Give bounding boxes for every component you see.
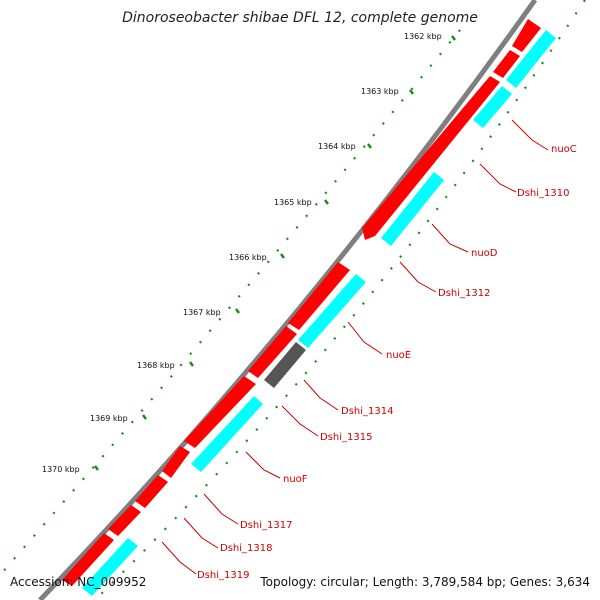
major-tick bbox=[235, 308, 240, 314]
cds-Dshi_1310 bbox=[473, 86, 512, 128]
gene-label: Dshi_1317 bbox=[240, 520, 292, 531]
major-tick bbox=[94, 465, 99, 471]
gene-label: nuoF bbox=[283, 474, 308, 485]
major-tick bbox=[367, 143, 372, 149]
gene-nuoE-forward bbox=[248, 326, 297, 378]
gene-label: Dshi_1314 bbox=[341, 406, 393, 417]
scale-label: 1363 kbp bbox=[361, 87, 399, 96]
cds-nuoD bbox=[381, 172, 444, 246]
gene-nuoD-forward bbox=[362, 76, 500, 240]
major-tick bbox=[451, 35, 456, 41]
major-tick bbox=[324, 199, 329, 205]
feature-Dshi_1314-grey bbox=[264, 342, 306, 388]
major-tick bbox=[409, 89, 414, 95]
gene-labels: nuoC Dshi_1310 nuoD Dshi_1312 nuoE Dshi_1314 D… bbox=[197, 144, 577, 581]
gene-label: Dshi_1312 bbox=[438, 288, 490, 299]
gene-Dshi_1319-forward bbox=[62, 533, 114, 586]
scale-label: 1369 kbp bbox=[90, 414, 128, 423]
scale-label: 1368 kbp bbox=[137, 361, 175, 370]
major-tick bbox=[280, 253, 285, 259]
genome-backbone bbox=[38, 0, 538, 600]
gene-label: nuoD bbox=[471, 248, 498, 259]
scale-label: 1364 kbp bbox=[318, 142, 356, 151]
gene-label: Dshi_1319 bbox=[197, 570, 249, 581]
gene-Dshi_1318-forward bbox=[108, 505, 141, 536]
scale-label: 1365 kbp bbox=[274, 198, 312, 207]
scale-label: 1366 kbp bbox=[229, 253, 267, 262]
gene-label: nuoC bbox=[551, 144, 577, 155]
gene-label: nuoE bbox=[386, 350, 411, 361]
cds-nuoF bbox=[191, 396, 263, 472]
label-leaders bbox=[161, 119, 549, 575]
scale-label: 1367 kbp bbox=[183, 308, 221, 317]
cds-nuoE bbox=[298, 274, 366, 348]
gene-Dshi_1317-forward bbox=[135, 475, 168, 508]
gene-label: Dshi_1310 bbox=[517, 188, 569, 199]
map-title: Dinoroseobacter shibae DFL 12, complete … bbox=[122, 10, 478, 26]
scale-label: 1362 kbp bbox=[404, 32, 442, 41]
gene-label: Dshi_1318 bbox=[220, 543, 272, 554]
gene-nuoC-forward bbox=[512, 19, 541, 52]
feature-track bbox=[62, 19, 556, 596]
gene-label: Dshi_1315 bbox=[320, 432, 372, 443]
major-tick bbox=[189, 361, 194, 367]
gene-Dshi_1310-forward bbox=[493, 50, 520, 78]
outer-tick-ring bbox=[0, 29, 461, 576]
genome-summary-text: Topology: circular; Length: 3,789,584 bp… bbox=[260, 575, 590, 589]
accession-text: Accession: NC_009952 bbox=[10, 575, 147, 589]
scale-labels: 1362 kbp 1363 kbp 1364 kbp 1365 kbp 1366 kbp… bbox=[42, 32, 456, 474]
scale-label: 1370 kbp bbox=[42, 465, 80, 474]
gene-nuoF-forward bbox=[162, 446, 190, 478]
major-tick bbox=[142, 414, 147, 420]
cds-Dshi_1319 bbox=[82, 538, 138, 596]
gene-Dshi_1315-forward bbox=[184, 376, 256, 448]
cds-nuoC bbox=[506, 30, 556, 88]
gene-Dshi_1312-forward bbox=[288, 262, 350, 330]
